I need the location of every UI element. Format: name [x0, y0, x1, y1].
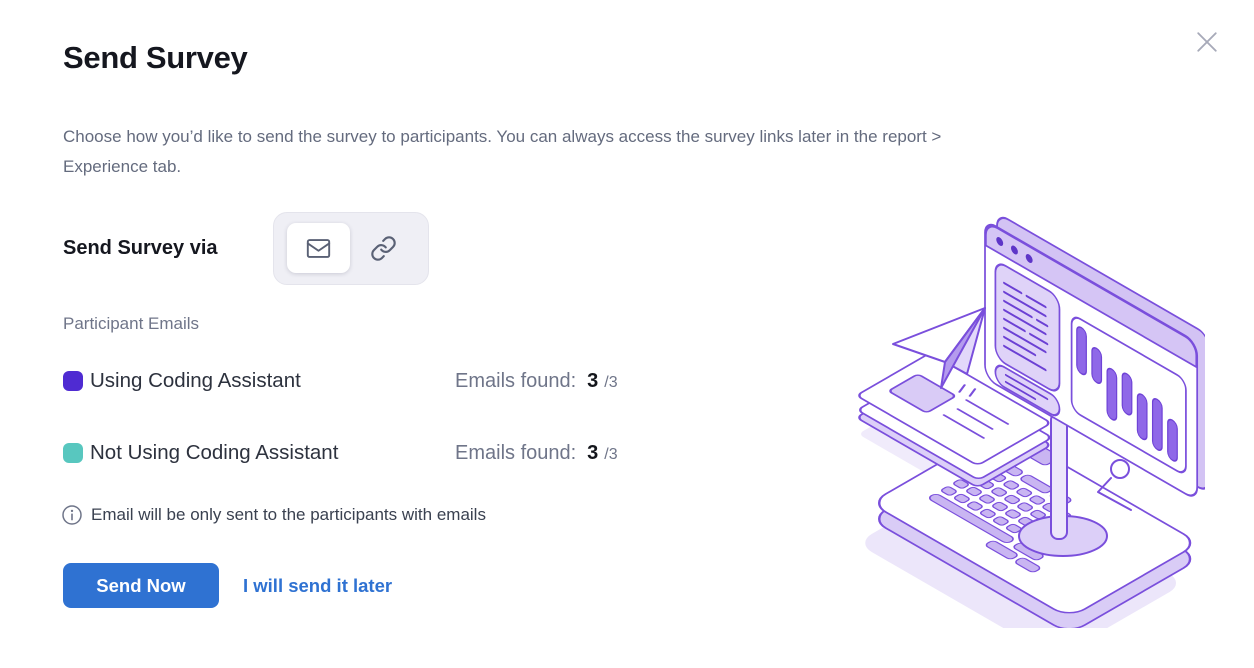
modal-description: Choose how you’d like to send the survey… — [63, 122, 1193, 182]
send-via-label: Send Survey via — [63, 236, 218, 259]
group-label-wrap: Using Coding Assistant — [63, 369, 455, 393]
send-via-link-option[interactable] — [352, 223, 415, 273]
send-later-link[interactable]: I will send it later — [243, 574, 393, 596]
close-button[interactable] — [1191, 26, 1223, 58]
monitor-illustration — [984, 216, 1205, 497]
email-note-text: Email will be only sent to the participa… — [91, 505, 486, 524]
emails-found: Emails found: 3 /3 — [455, 442, 618, 465]
email-note-row: Email will be only sent to the participa… — [61, 504, 486, 526]
emails-found-label: Emails found: — [455, 369, 577, 392]
emails-found: Emails found: 3 /3 — [455, 370, 618, 393]
group-label: Not Using Coding Assistant — [90, 441, 339, 464]
envelope-icon — [306, 238, 331, 258]
send-via-email-option[interactable] — [287, 223, 350, 273]
send-now-button[interactable]: Send Now — [63, 563, 219, 608]
action-buttons: Send Now I will send it later — [63, 563, 392, 608]
papers-illustration — [858, 354, 1051, 487]
emails-total: /3 — [604, 445, 618, 463]
info-icon — [62, 505, 82, 525]
participant-emails-label: Participant Emails — [63, 314, 200, 333]
mouse-illustration — [1097, 459, 1132, 511]
paper-plane-icon — [892, 307, 986, 389]
emails-found-count: 3 — [587, 441, 599, 464]
group-label: Using Coding Assistant — [90, 369, 301, 392]
group-color-swatch — [63, 371, 83, 391]
participant-group-row: Using Coding Assistant Emails found: 3 /… — [63, 367, 618, 395]
emails-found-label: Emails found: — [455, 441, 577, 464]
group-color-swatch — [63, 443, 83, 463]
description-line-2: Experience tab. — [63, 157, 182, 176]
participant-group-row: Not Using Coding Assistant Emails found:… — [63, 439, 618, 467]
link-icon — [371, 235, 396, 261]
bar-chart-bars — [1076, 326, 1178, 462]
emails-found-count: 3 — [587, 369, 599, 392]
modal-title: Send Survey — [63, 40, 248, 75]
close-icon — [1197, 32, 1217, 52]
send-via-toggle-group — [273, 211, 429, 285]
description-line-1: Choose how you’d like to send the survey… — [63, 127, 942, 146]
emails-total: /3 — [604, 373, 618, 391]
monitor-stand — [1018, 412, 1108, 557]
survey-illustration — [858, 216, 1205, 628]
group-label-wrap: Not Using Coding Assistant — [63, 441, 455, 465]
send-via-row: Send Survey via — [63, 211, 429, 285]
